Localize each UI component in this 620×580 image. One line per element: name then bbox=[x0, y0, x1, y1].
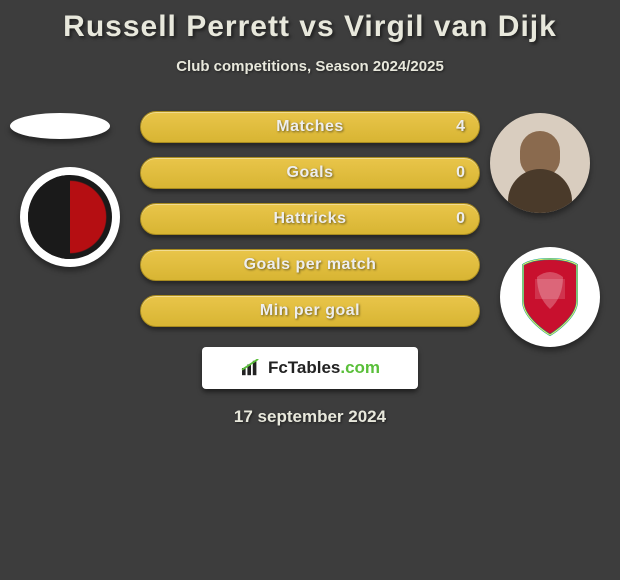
stat-value: 4 bbox=[456, 112, 465, 142]
bournemouth-crest-icon bbox=[28, 175, 112, 259]
stat-label: Min per goal bbox=[141, 296, 479, 326]
stat-label: Goals bbox=[141, 158, 479, 188]
liverpool-crest-icon bbox=[515, 257, 585, 337]
stat-bar-matches: Matches 4 bbox=[140, 111, 480, 143]
stat-bars: Matches 4 Goals 0 Hattricks 0 Goals per … bbox=[140, 105, 480, 327]
club-left-crest bbox=[20, 167, 120, 267]
brand-text: FcTables.com bbox=[268, 358, 380, 378]
page-subtitle: Club competitions, Season 2024/2025 bbox=[0, 58, 620, 75]
stat-bar-hattricks: Hattricks 0 bbox=[140, 203, 480, 235]
club-right-crest bbox=[500, 247, 600, 347]
stat-bar-min-per-goal: Min per goal bbox=[140, 295, 480, 327]
stat-value: 0 bbox=[456, 158, 465, 188]
stat-bar-goals: Goals 0 bbox=[140, 157, 480, 189]
stat-label: Hattricks bbox=[141, 204, 479, 234]
stat-label: Goals per match bbox=[141, 250, 479, 280]
page-title: Russell Perrett vs Virgil van Dijk bbox=[0, 0, 620, 44]
comparison-panel: Matches 4 Goals 0 Hattricks 0 Goals per … bbox=[0, 105, 620, 427]
stat-value: 0 bbox=[456, 204, 465, 234]
player-left-avatar bbox=[10, 113, 110, 139]
stat-label: Matches bbox=[141, 112, 479, 142]
brand-badge[interactable]: FcTables.com bbox=[202, 347, 418, 389]
stat-bar-goals-per-match: Goals per match bbox=[140, 249, 480, 281]
bar-chart-icon bbox=[240, 359, 262, 377]
date-label: 17 september 2024 bbox=[0, 407, 620, 427]
player-right-avatar bbox=[490, 113, 590, 213]
